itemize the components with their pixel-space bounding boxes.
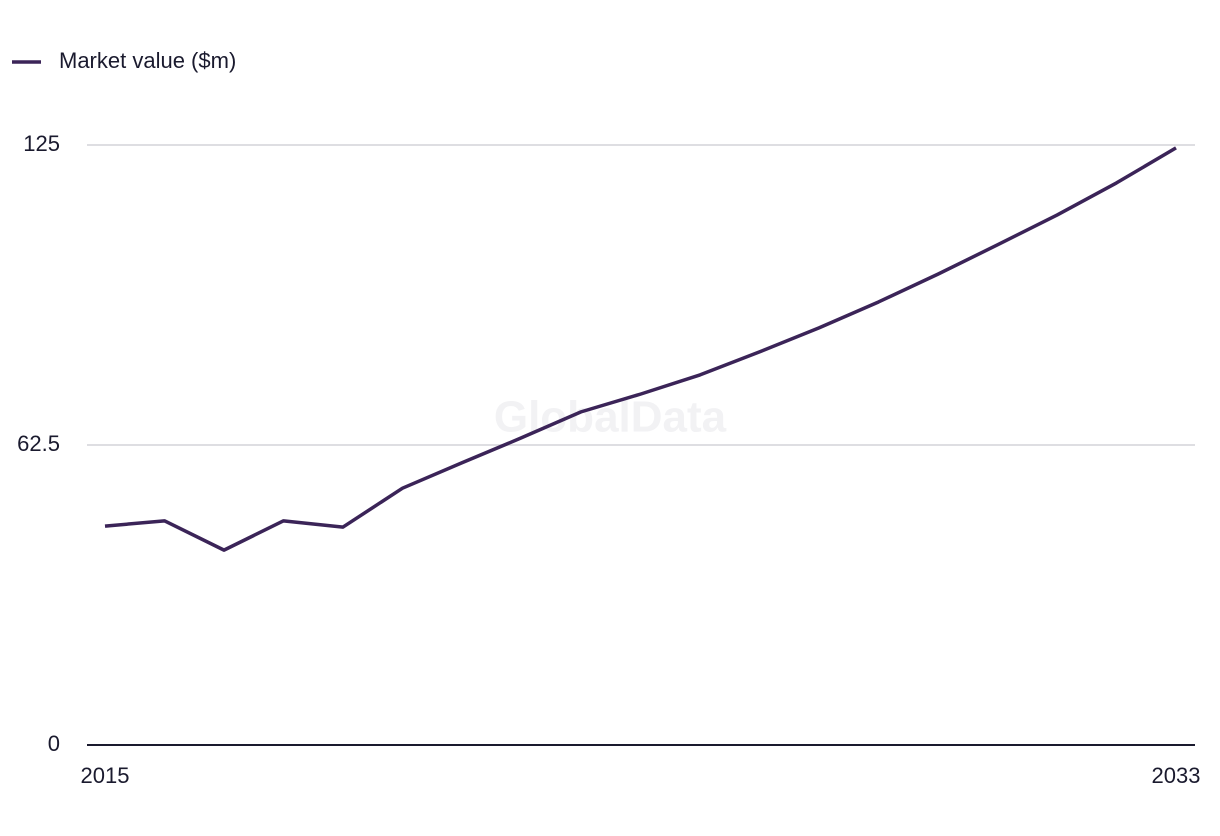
legend-label: Market value ($m)	[59, 48, 236, 73]
y-tick-label: 0	[48, 731, 60, 756]
x-tick-label: 2033	[1152, 763, 1201, 788]
x-tick-label: 2015	[81, 763, 130, 788]
series-line	[104, 146, 1177, 552]
y-tick-label: 125	[23, 131, 60, 156]
y-tick-label: 62.5	[17, 431, 60, 456]
